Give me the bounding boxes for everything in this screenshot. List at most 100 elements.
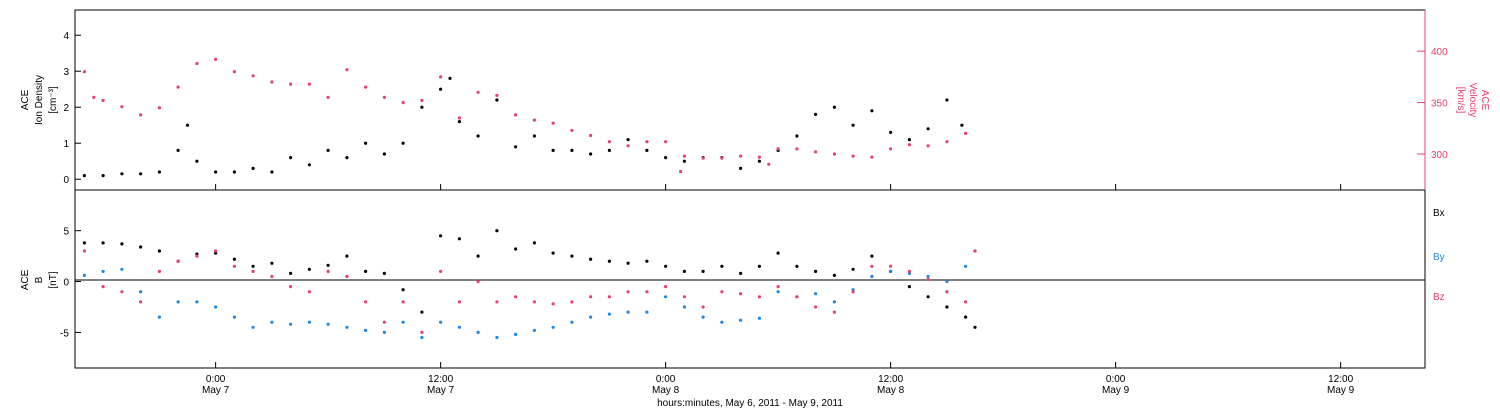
- x-tick-time: 12:00: [1328, 374, 1353, 385]
- bottom-point: [664, 285, 668, 289]
- bottom-point: [382, 271, 386, 275]
- top-point: [814, 150, 818, 154]
- top-point: [251, 166, 255, 170]
- bottom-point: [626, 310, 630, 314]
- top-point: [439, 87, 443, 91]
- top-point: [870, 109, 874, 113]
- top-point: [448, 76, 452, 80]
- top-point: [589, 133, 593, 138]
- bottom-point: [251, 269, 255, 273]
- top-point: [176, 85, 180, 89]
- bottom-point: [439, 320, 443, 324]
- top-point: [457, 120, 461, 124]
- bottom-point: [139, 290, 143, 294]
- bottom-point: [457, 237, 461, 241]
- bottom-point: [570, 300, 574, 304]
- bottom-point: [139, 300, 143, 304]
- bottom-point: [973, 325, 977, 329]
- bottom-point: [926, 295, 930, 299]
- x-tick-date: May 8: [652, 385, 680, 396]
- top-point: [767, 162, 771, 166]
- top-point: [964, 131, 968, 135]
- top-point: [157, 106, 161, 110]
- top-point: [682, 154, 687, 158]
- bottom-point: [832, 300, 837, 304]
- bottom-point: [382, 320, 386, 324]
- top-point: [551, 148, 555, 152]
- top-ylabel-right-line3: [km/s]: [1455, 87, 1466, 114]
- bottom-point: [289, 285, 293, 289]
- top-point: [401, 101, 405, 105]
- top-point: [926, 144, 930, 148]
- bottom-point: [382, 330, 386, 334]
- top-point: [945, 98, 949, 102]
- bottom-point: [551, 302, 555, 306]
- top-left-tick-label: 2: [63, 103, 69, 114]
- x-tick-date: May 9: [1327, 385, 1355, 396]
- bottom-left-axis: -5 0 5: [60, 227, 81, 339]
- bottom-point: [476, 254, 480, 258]
- bottom-point: [270, 320, 274, 324]
- bottom-point: [326, 263, 330, 267]
- bottom-point: [589, 257, 593, 261]
- top-point: [907, 143, 912, 147]
- top-point: [757, 155, 762, 159]
- top-point: [195, 61, 199, 66]
- top-point: [420, 98, 424, 103]
- top-point: [270, 170, 274, 174]
- bottom-point: [776, 290, 780, 294]
- top-point: [307, 163, 311, 167]
- bottom-point: [195, 300, 199, 304]
- top-point: [382, 95, 386, 99]
- top-ylabel-left-line3: [cm⁻³]: [48, 86, 59, 114]
- bottom-point: [120, 267, 124, 271]
- x-tick-time: 12:00: [878, 374, 903, 385]
- bottom-point: [945, 290, 949, 294]
- top-point: [289, 156, 293, 160]
- top-point: [870, 155, 874, 159]
- bottom-point: [682, 295, 687, 299]
- bottom-point: [551, 325, 555, 329]
- top-point: [945, 140, 949, 144]
- bottom-point: [551, 251, 555, 255]
- bottom-point: [289, 271, 293, 275]
- top-point: [214, 170, 218, 174]
- bottom-point: [101, 285, 105, 289]
- bottom-point: [457, 325, 461, 329]
- bottom-point: [326, 269, 330, 273]
- bottom-point: [964, 264, 968, 268]
- top-point: [195, 159, 199, 163]
- bottom-point: [664, 295, 668, 299]
- top-point: [739, 154, 743, 158]
- top-point: [307, 82, 311, 86]
- x-tick-date: May 8: [877, 385, 905, 396]
- bottom-point: [345, 274, 349, 279]
- top-point: [682, 159, 687, 163]
- top-panel-frame: [74, 9, 1426, 191]
- bottom-point: [270, 261, 274, 265]
- bottom-point: [420, 335, 424, 340]
- bottom-left-tick-label: 0: [63, 278, 69, 289]
- top-point: [851, 123, 855, 127]
- bottom-point: [420, 310, 424, 314]
- bottom-point: [739, 318, 743, 322]
- top-left-tick-label: 4: [63, 31, 69, 42]
- top-point: [495, 98, 499, 102]
- bottom-point: [476, 330, 480, 334]
- top-point: [439, 75, 443, 79]
- top-point: [664, 140, 668, 144]
- bottom-point: [814, 292, 818, 296]
- bottom-point: [82, 249, 86, 253]
- top-point: [345, 68, 349, 72]
- bottom-point: [420, 330, 424, 334]
- top-point: [795, 147, 799, 151]
- x-tick-time: 12:00: [428, 374, 453, 385]
- bottom-point: [870, 274, 874, 279]
- bottom-point: [157, 249, 161, 253]
- top-point: [101, 98, 105, 103]
- top-point: [664, 156, 668, 160]
- top-ylabel-left-line2: Ion Density: [34, 75, 45, 125]
- top-point: [82, 70, 86, 74]
